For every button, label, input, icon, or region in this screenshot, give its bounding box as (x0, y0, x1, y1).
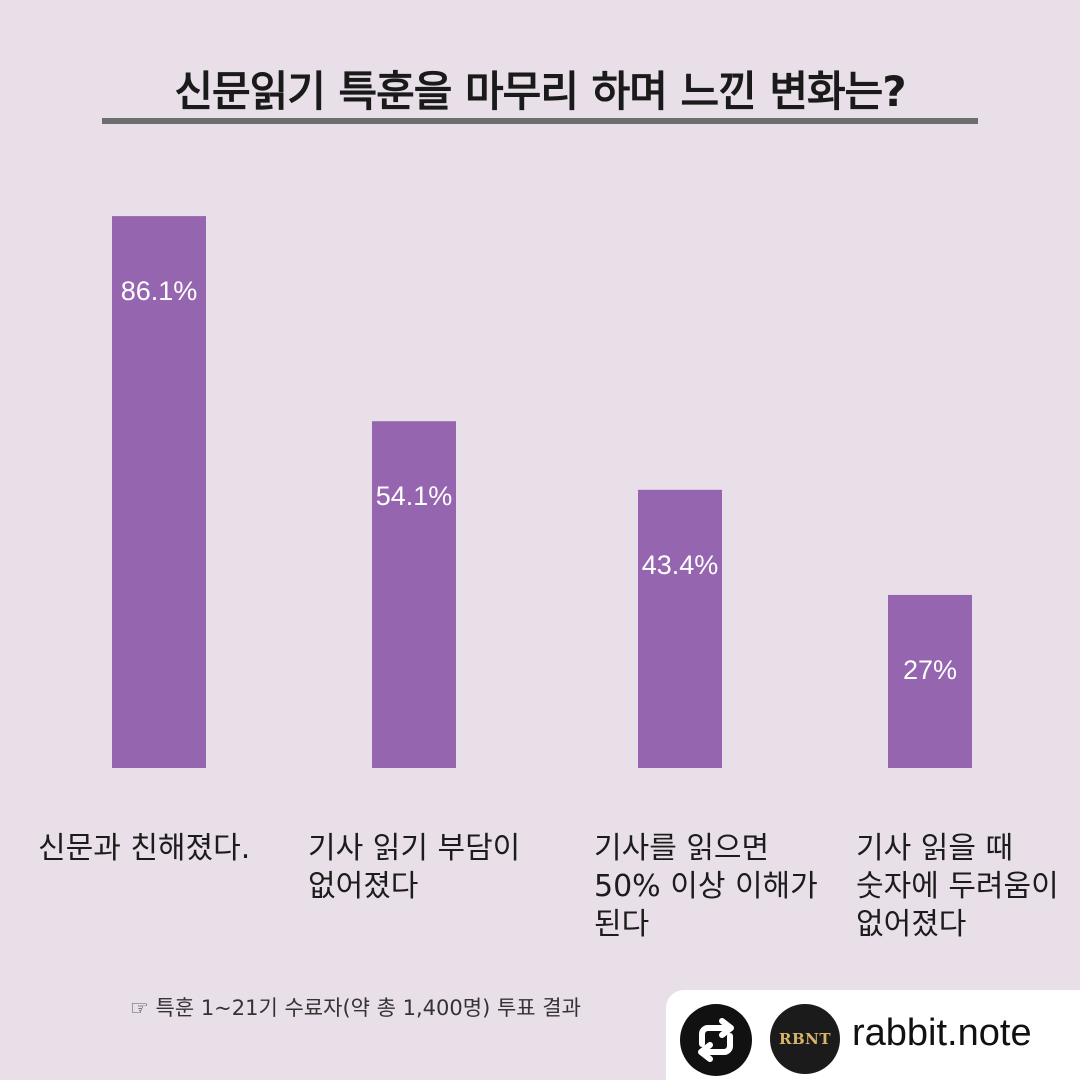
bar-value-label-2: 54.1% (376, 481, 453, 511)
footnote: ☞ 특훈 1~21기 수료자(약 총 1,400명) 투표 결과 (130, 996, 581, 1020)
bar-value-label-3: 43.4% (642, 550, 719, 580)
category-label-3: 기사를 읽으면 50% 이상 이해가 된다 (594, 831, 818, 942)
category-label-2: 기사 읽기 부담이 없어졌다 (308, 831, 521, 904)
category-label-1: 신문과 친해졌다. (38, 831, 251, 866)
bar-value-label-4: 27% (903, 655, 957, 685)
avatar[interactable]: RBNT (770, 1004, 840, 1074)
bar-2 (372, 421, 456, 768)
account-handle[interactable]: rabbit.note (852, 1012, 1032, 1054)
repost-icon (698, 1018, 734, 1062)
bar-1 (112, 216, 206, 768)
bar-4 (888, 594, 972, 768)
title-underline (102, 118, 978, 124)
bar-3 (638, 489, 722, 768)
chart-title: 신문읽기 특훈을 마무리 하며 느낀 변화는? (174, 67, 906, 116)
bar-value-label-1: 86.1% (121, 276, 198, 306)
category-label-4: 기사 읽을 때 숫자에 두려움이 없어졌다 (856, 831, 1059, 942)
repost-button[interactable] (680, 1004, 752, 1076)
